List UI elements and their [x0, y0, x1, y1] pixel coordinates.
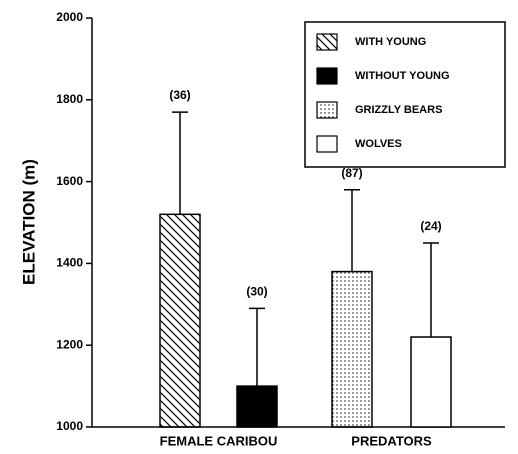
y-tick-label: 1600	[56, 174, 83, 188]
sample-size-label: (30)	[246, 285, 267, 299]
sample-size-label: (87)	[341, 166, 362, 180]
y-tick-label: 1000	[56, 419, 83, 433]
bar	[331, 270, 373, 428]
legend-swatch	[316, 33, 338, 51]
legend-label: WOLVES	[355, 138, 402, 150]
y-tick-label: 1800	[56, 92, 83, 106]
bar	[410, 336, 452, 428]
legend-swatch	[316, 101, 338, 119]
error-bar	[423, 242, 439, 338]
x-tick-label: FEMALE CARIBOU	[160, 433, 278, 448]
x-tick-label: PREDATORS	[351, 433, 432, 448]
legend-swatch	[316, 67, 338, 85]
legend-box	[304, 21, 506, 168]
y-tick-label: 1400	[56, 256, 83, 270]
y-axis-label: ELEVATION (m)	[19, 159, 38, 285]
y-tick-label: 2000	[56, 10, 83, 24]
legend-label: WITH YOUNG	[355, 36, 426, 48]
bar	[236, 385, 278, 428]
bar	[159, 213, 201, 428]
legend-label: GRIZZLY BEARS	[355, 104, 442, 116]
error-bar	[249, 307, 265, 387]
legend-swatch	[316, 135, 338, 153]
error-bar	[344, 189, 360, 272]
y-tick-label: 1200	[56, 337, 83, 351]
sample-size-label: (36)	[169, 88, 190, 102]
sample-size-label: (24)	[420, 219, 441, 233]
error-bar	[172, 111, 188, 215]
legend-label: WITHOUT YOUNG	[355, 70, 450, 82]
